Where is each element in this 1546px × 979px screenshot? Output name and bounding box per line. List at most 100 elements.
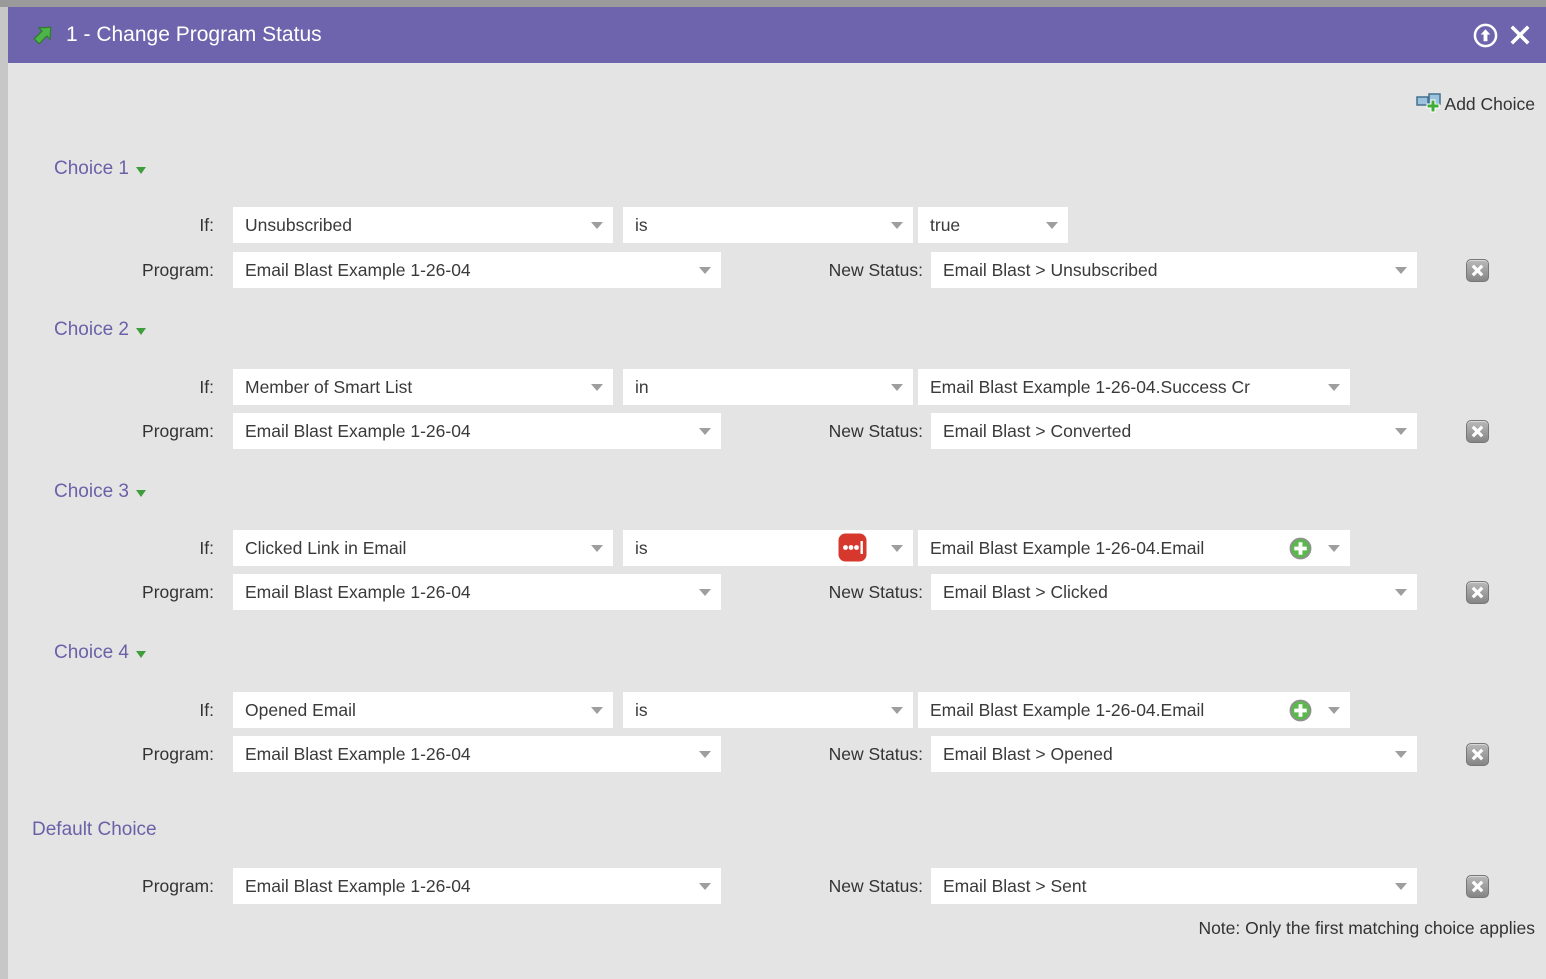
- value-dropdown[interactable]: Email Blast Example 1-26-04.Email: [918, 692, 1350, 728]
- dropdown-value: Email Blast Example 1-26-04.Email: [930, 700, 1205, 720]
- add-choice-button[interactable]: Add Choice: [1415, 90, 1535, 118]
- flow-step-arrow-icon: [30, 22, 56, 48]
- chevron-down-icon: [136, 651, 146, 658]
- if-attribute-dropdown[interactable]: Opened Email: [233, 692, 613, 728]
- chevron-down-icon: [699, 883, 711, 890]
- choice-2-label[interactable]: Choice 2: [54, 319, 146, 341]
- chevron-down-icon: [891, 707, 903, 714]
- choice-1-label[interactable]: Choice 1: [54, 158, 146, 180]
- new-status-dropdown[interactable]: Email Blast > Converted: [931, 413, 1417, 449]
- delete-choice-button[interactable]: [1466, 875, 1489, 898]
- if-label: If:: [199, 700, 214, 720]
- dropdown-value: in: [635, 377, 649, 397]
- chevron-down-icon: [591, 707, 603, 714]
- program-label: Program:: [142, 876, 214, 896]
- add-value-icon[interactable]: [1289, 536, 1312, 560]
- operator-dropdown[interactable]: is: [623, 207, 913, 243]
- choice-label-text: Choice 1: [54, 158, 129, 179]
- chevron-down-icon: [699, 267, 711, 274]
- program-dropdown[interactable]: Email Blast Example 1-26-04: [233, 413, 721, 449]
- operator-dropdown[interactable]: is: [623, 530, 913, 566]
- dropdown-value: Member of Smart List: [245, 377, 413, 397]
- value-dropdown[interactable]: Email Blast Example 1-26-04.Email: [918, 530, 1350, 566]
- program-dropdown[interactable]: Email Blast Example 1-26-04: [233, 252, 721, 288]
- new-status-label: New Status:: [828, 876, 923, 896]
- chevron-down-icon: [591, 222, 603, 229]
- dropdown-value: Email Blast Example 1-26-04.Success Cr: [930, 377, 1250, 397]
- delete-choice-button[interactable]: [1466, 420, 1489, 443]
- dialog-title: 1 - Change Program Status: [66, 23, 322, 46]
- new-status-dropdown[interactable]: Email Blast > Opened: [931, 736, 1417, 772]
- chevron-down-icon: [591, 384, 603, 391]
- chevron-down-icon: [891, 222, 903, 229]
- program-dropdown[interactable]: Email Blast Example 1-26-04: [233, 868, 721, 904]
- new-status-label: New Status:: [828, 260, 923, 280]
- dialog-header: 1 - Change Program Status: [8, 7, 1546, 63]
- close-button[interactable]: [1509, 24, 1531, 46]
- delete-choice-button[interactable]: [1466, 743, 1489, 766]
- dropdown-value: Email Blast Example 1-26-04.Email: [930, 538, 1205, 558]
- dropdown-value: Email Blast Example 1-26-04: [245, 582, 471, 602]
- value-dropdown[interactable]: true: [918, 207, 1068, 243]
- if-label: If:: [199, 538, 214, 558]
- dropdown-value: Opened Email: [245, 700, 356, 720]
- chevron-down-icon: [891, 545, 903, 552]
- new-status-dropdown[interactable]: Email Blast > Sent: [931, 868, 1417, 904]
- dropdown-value: Email Blast Example 1-26-04: [245, 421, 471, 441]
- if-label: If:: [199, 215, 214, 235]
- delete-choice-button[interactable]: [1466, 581, 1489, 604]
- choice-4-label[interactable]: Choice 4: [54, 642, 146, 664]
- autofill-ellipsis-icon[interactable]: [838, 533, 867, 562]
- add-choice-label: Add Choice: [1444, 93, 1535, 114]
- chevron-down-icon: [1046, 222, 1058, 229]
- delete-choice-button[interactable]: [1466, 259, 1489, 282]
- add-choice-icon: [1415, 90, 1443, 118]
- operator-dropdown[interactable]: in: [623, 369, 913, 405]
- new-status-label: New Status:: [828, 582, 923, 602]
- change-program-status-dialog: 1 - Change Program Status Add Choice: [8, 7, 1546, 979]
- dropdown-value: Email Blast Example 1-26-04: [245, 744, 471, 764]
- collapse-step-button[interactable]: [1473, 23, 1498, 48]
- value-dropdown[interactable]: Email Blast Example 1-26-04.Success Cr: [918, 369, 1350, 405]
- dropdown-value: is: [635, 215, 648, 235]
- chevron-down-icon: [1328, 545, 1340, 552]
- dropdown-value: Email Blast > Sent: [943, 876, 1087, 896]
- chevron-down-icon: [1328, 707, 1340, 714]
- dropdown-value: Email Blast Example 1-26-04: [245, 260, 471, 280]
- new-status-dropdown[interactable]: Email Blast > Unsubscribed: [931, 252, 1417, 288]
- chevron-down-icon: [1395, 267, 1407, 274]
- if-attribute-dropdown[interactable]: Member of Smart List: [233, 369, 613, 405]
- window-top-edge: [0, 0, 1546, 7]
- operator-dropdown[interactable]: is: [623, 692, 913, 728]
- choice-label-text: Choice 2: [54, 319, 129, 340]
- dropdown-value: true: [930, 215, 961, 235]
- chevron-down-icon: [891, 384, 903, 391]
- if-attribute-dropdown[interactable]: Clicked Link in Email: [233, 530, 613, 566]
- add-value-icon[interactable]: [1289, 698, 1312, 722]
- if-label: If:: [199, 377, 214, 397]
- new-status-dropdown[interactable]: Email Blast > Clicked: [931, 574, 1417, 610]
- dropdown-value: Email Blast > Converted: [943, 421, 1132, 441]
- dropdown-value: is: [635, 700, 648, 720]
- chevron-down-icon: [1395, 428, 1407, 435]
- chevron-down-icon: [591, 545, 603, 552]
- program-dropdown[interactable]: Email Blast Example 1-26-04: [233, 736, 721, 772]
- dropdown-value: Email Blast Example 1-26-04: [245, 876, 471, 896]
- choice-label-text: Default Choice: [32, 819, 157, 840]
- choice-label-text: Choice 4: [54, 642, 129, 663]
- program-label: Program:: [142, 421, 214, 441]
- chevron-down-icon: [1395, 883, 1407, 890]
- program-dropdown[interactable]: Email Blast Example 1-26-04: [233, 574, 721, 610]
- note-text: Note: Only the first matching choice app…: [1198, 918, 1535, 938]
- if-attribute-dropdown[interactable]: Unsubscribed: [233, 207, 613, 243]
- dialog-body: Add Choice Choice 1 If: Unsubscribed is …: [8, 63, 1546, 979]
- dropdown-value: Email Blast > Unsubscribed: [943, 260, 1158, 280]
- choice-3-label[interactable]: Choice 3: [54, 481, 146, 503]
- program-label: Program:: [142, 744, 214, 764]
- new-status-label: New Status:: [828, 744, 923, 764]
- program-label: Program:: [142, 582, 214, 602]
- chevron-down-icon: [1395, 751, 1407, 758]
- dropdown-value: Email Blast > Opened: [943, 744, 1113, 764]
- chevron-down-icon: [699, 428, 711, 435]
- chevron-down-icon: [699, 589, 711, 596]
